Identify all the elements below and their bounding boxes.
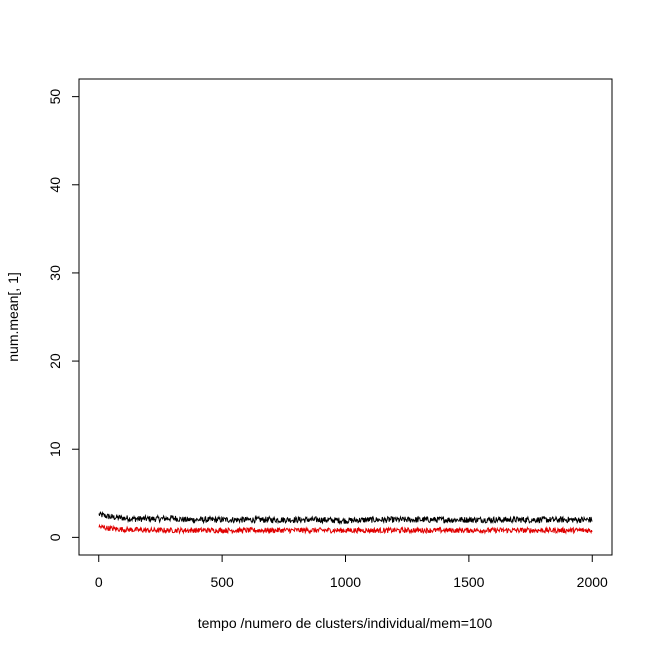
y-tick-label: 40 bbox=[47, 177, 63, 193]
y-tick-label: 0 bbox=[47, 533, 63, 541]
x-tick-label: 500 bbox=[210, 574, 234, 590]
y-axis: 0 10 20 30 40 50 bbox=[47, 89, 80, 541]
x-tick-label: 0 bbox=[95, 574, 103, 590]
y-tick-label: 50 bbox=[47, 89, 63, 105]
y-tick-label: 10 bbox=[47, 441, 63, 457]
x-axis-label: tempo /numero de clusters/individual/mem… bbox=[198, 615, 493, 631]
series-layer bbox=[98, 510, 593, 535]
x-tick-label: 1000 bbox=[330, 574, 361, 590]
x-tick-label: 1500 bbox=[453, 574, 484, 590]
series-line-2 bbox=[98, 523, 593, 535]
y-axis-label: num.mean[, 1] bbox=[5, 272, 21, 362]
y-tick-label: 20 bbox=[47, 353, 63, 369]
x-axis: 0 500 1000 1500 2000 bbox=[95, 554, 608, 590]
y-tick-label: 30 bbox=[47, 265, 63, 281]
plot-frame bbox=[78, 78, 613, 556]
series-line-1 bbox=[98, 510, 593, 525]
x-tick-label: 2000 bbox=[577, 574, 608, 590]
